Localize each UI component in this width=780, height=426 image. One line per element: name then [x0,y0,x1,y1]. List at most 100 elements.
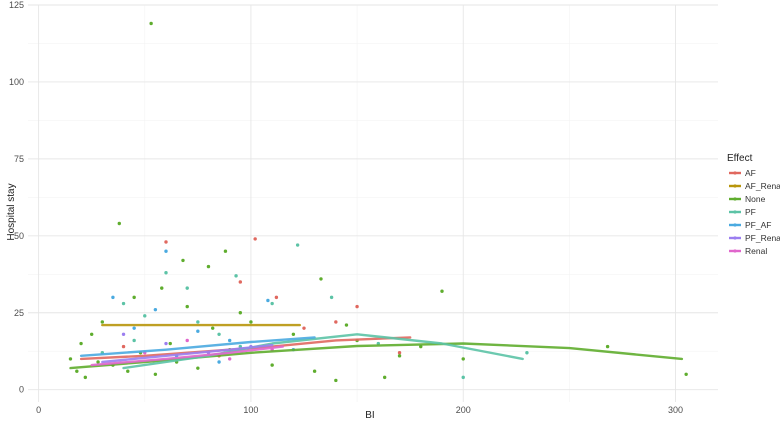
data-point [461,357,465,361]
trend-line [101,343,274,364]
data-point [249,320,253,324]
tick-labels: 0 100 200 300 0 25 50 75 100 125 [9,0,683,415]
data-point [270,363,274,367]
legend-dot [733,249,737,253]
y-tick-label: 125 [9,0,24,10]
data-point [153,307,158,312]
data-point [234,274,238,278]
data-point [126,369,130,373]
data-point [274,295,279,300]
legend: Effect AF AF_Renal None PF PF_AF PF_Renal Rena… [727,153,780,256]
y-tick-label: 100 [9,77,24,87]
data-point [217,360,221,364]
data-point [344,323,349,327]
data-point [89,332,94,336]
trend-line [69,342,684,370]
legend-dot [733,171,737,175]
x-tick-label: 300 [668,405,683,415]
data-point [397,354,402,358]
data-point [302,326,306,330]
trend-line [122,333,524,370]
legend-dot [733,236,737,240]
data-point [525,351,529,355]
legend-label: AF_Renal [745,181,780,191]
y-tick-label: 25 [14,308,24,318]
data-point [164,341,168,346]
data-point [185,286,189,290]
data-point [196,366,200,370]
data-point [206,264,211,269]
points [68,21,688,383]
data-point [211,326,215,330]
trend-line [90,345,284,367]
data-point [196,320,200,324]
legend-label: PF_AF [745,220,771,230]
legend-label: AF [745,168,756,178]
data-point [238,280,243,284]
x-axis-title: BI [365,410,374,421]
data-point [143,314,147,318]
legend-label: None [745,194,766,204]
data-point [79,341,83,346]
data-point [96,360,100,364]
data-point [153,372,158,377]
legend-dot [733,223,737,227]
data-point [121,344,126,349]
data-point [185,338,189,343]
legend-item: AF_Renal [729,181,780,191]
data-point [440,289,444,293]
y-tick-label: 50 [14,231,24,241]
data-point [419,344,423,349]
legend-label: PF [745,207,756,217]
data-point [291,332,296,336]
data-point [149,21,153,26]
data-point [605,344,610,349]
data-point [397,351,402,355]
data-point [132,338,136,343]
data-point [312,369,317,373]
data-point [238,311,243,315]
trend-line [79,336,316,357]
data-point [329,295,334,300]
data-point [111,295,115,300]
x-tick-label: 100 [243,405,258,415]
data-point [160,286,164,290]
data-point [295,243,300,247]
legend-item: PF_Renal [729,233,780,243]
y-tick-label: 0 [19,385,24,395]
legend-label: Renal [745,246,767,256]
data-point [121,332,126,336]
data-point [164,271,168,275]
data-point [223,249,228,253]
data-point [132,295,136,300]
x-tick-label: 200 [456,405,471,415]
legend-label: PF_Renal [745,233,780,243]
data-point [100,320,105,324]
data-point [68,357,73,361]
data-point [121,301,126,306]
data-point [266,298,270,303]
data-point [227,338,232,343]
legend-item: PF_AF [729,220,771,230]
legend-dot [733,210,737,214]
data-point [684,372,688,377]
data-point [132,326,136,330]
data-point [217,332,221,336]
data-point [75,369,79,373]
data-point [355,304,359,309]
legend-dot [733,184,737,188]
y-tick-label: 75 [14,154,24,164]
legend-item: AF [729,168,756,178]
legend-title: Effect [727,153,753,164]
data-point [164,240,168,244]
data-point [334,378,338,383]
data-point [270,301,274,306]
grid [28,4,718,402]
data-point [334,320,338,324]
x-tick-label: 0 [36,405,41,415]
data-point [382,375,387,380]
data-point [83,375,88,380]
legend-item: PF [729,207,756,217]
trend-lines [69,323,684,370]
